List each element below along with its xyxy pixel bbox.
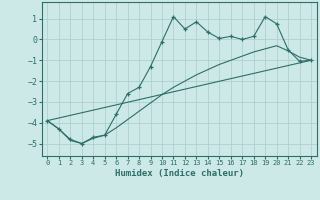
X-axis label: Humidex (Indice chaleur): Humidex (Indice chaleur) bbox=[115, 169, 244, 178]
